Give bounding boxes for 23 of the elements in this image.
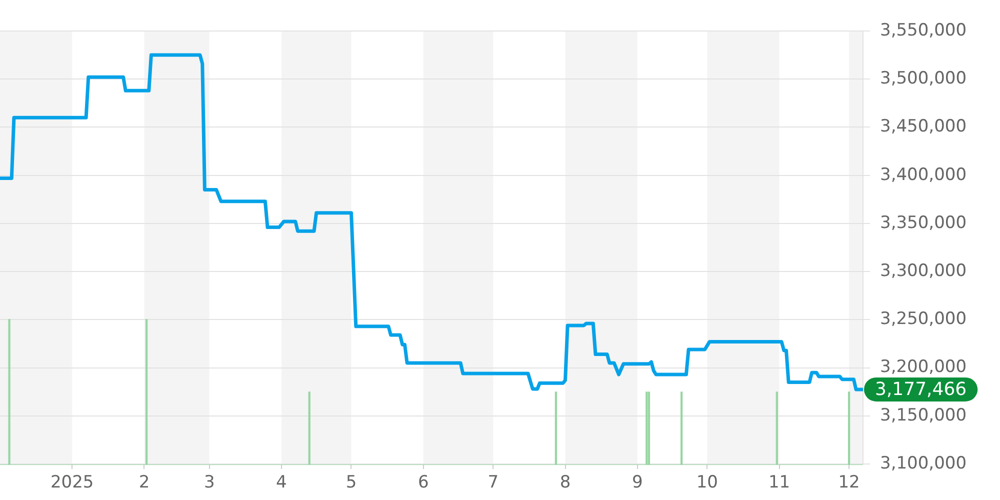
y-tick-label: 3,150,000 bbox=[880, 405, 967, 426]
x-tick-label: 7 bbox=[488, 472, 499, 493]
y-tick-label: 3,450,000 bbox=[880, 116, 967, 137]
y-tick-label: 3,250,000 bbox=[880, 309, 967, 330]
y-tick-label: 3,350,000 bbox=[880, 212, 967, 233]
x-tick-label: 2 bbox=[138, 472, 150, 493]
x-tick-label: 8 bbox=[560, 472, 571, 493]
x-tick-label: 6 bbox=[418, 472, 429, 493]
y-tick-label: 3,550,000 bbox=[880, 20, 967, 40]
y-tick-label: 3,100,000 bbox=[880, 453, 967, 474]
x-tick-label: 3 bbox=[204, 472, 215, 493]
x-tick-label: 11 bbox=[768, 472, 790, 493]
x-tick-label: 5 bbox=[346, 472, 357, 493]
y-tick-label: 3,400,000 bbox=[880, 164, 967, 185]
x-tick-label: 2025 bbox=[50, 472, 94, 493]
y-tick-label: 3,300,000 bbox=[880, 260, 967, 281]
y-tick-label: 3,200,000 bbox=[880, 357, 967, 378]
x-tick-label: 12 bbox=[838, 472, 860, 493]
x-tick-label: 10 bbox=[696, 472, 718, 493]
y-tick-label: 3,500,000 bbox=[880, 68, 967, 89]
data-label: 3,177,466 bbox=[875, 379, 967, 400]
x-tick-label: 9 bbox=[632, 472, 643, 493]
x-tick-label: 4 bbox=[276, 472, 287, 493]
